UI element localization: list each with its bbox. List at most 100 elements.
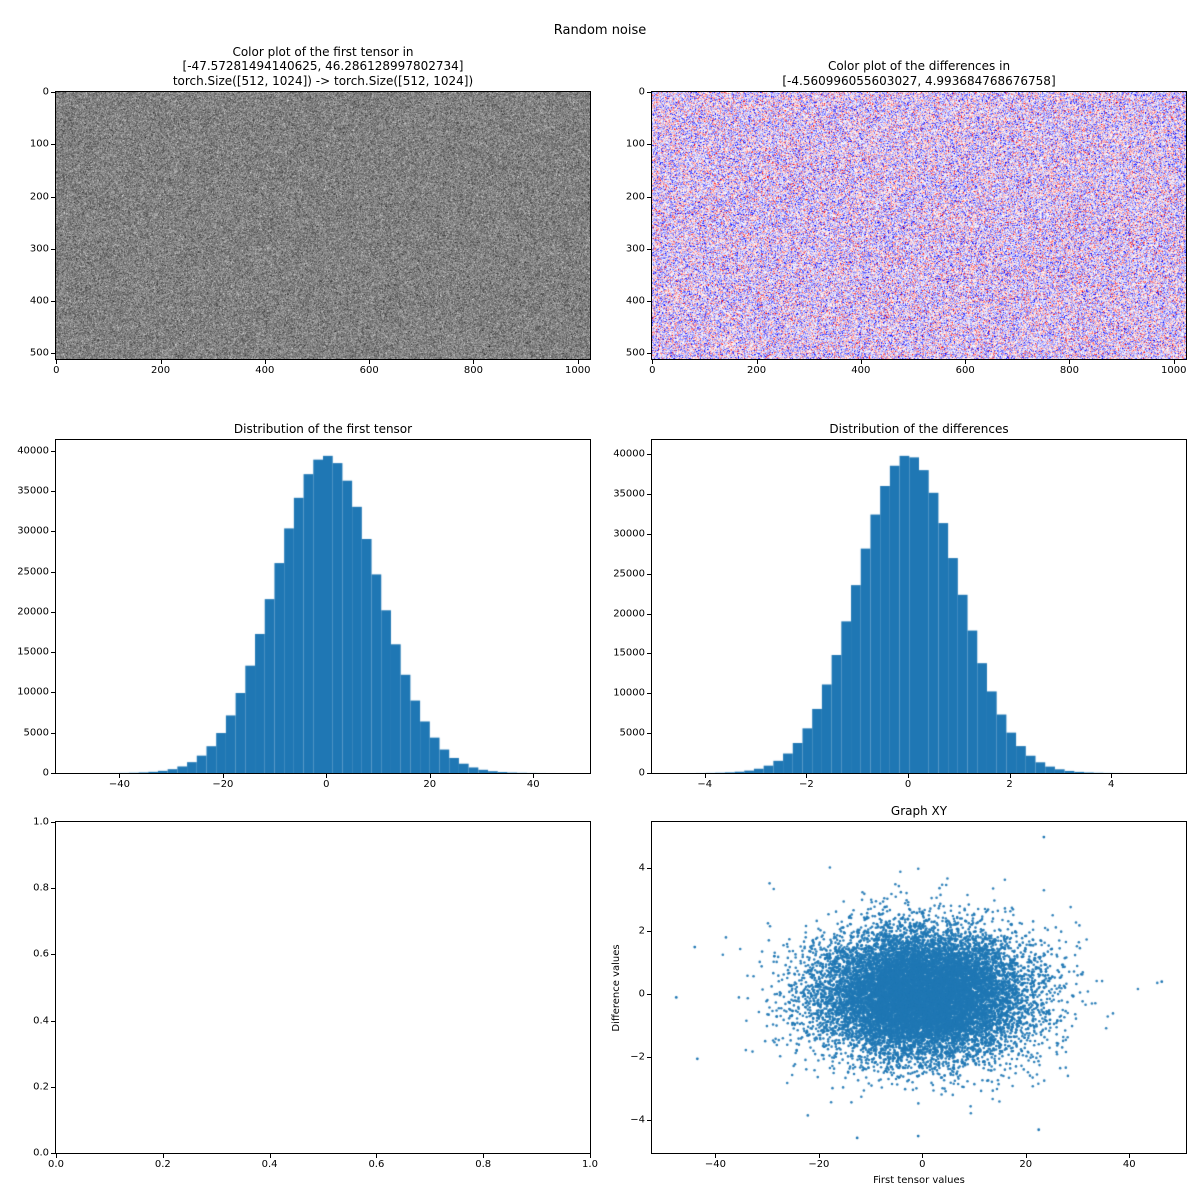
x-tick-label: 1000 [565,365,591,376]
x-tick-mark [756,360,758,364]
x-tick-mark [1111,774,1113,778]
title-line: torch.Size([512, 1024]) -> torch.Size([5… [172,73,474,88]
y-tick-label: 0 [638,988,645,1000]
differences-noise-canvas [652,92,1186,359]
y-tick-mark [647,868,651,870]
axes-title-first-tensor-image: Color plot of the first tensor in [-47.5… [16,45,630,89]
first-tensor-noise-canvas [56,92,590,359]
y-tick-label: 25000 [17,566,49,578]
x-tick-mark [965,360,967,364]
x-tick-label: 800 [1059,365,1079,376]
y-tick-mark [647,613,651,615]
x-tick-mark [473,360,475,364]
title-line: Color plot of the differences in [827,59,1011,73]
x-tick-label: 40 [526,779,540,790]
x-tick-mark [1129,1154,1131,1158]
y-tick-mark [647,454,651,456]
axes-first-tensor-image: Color plot of the first tensor in [-47.5… [30,45,591,376]
axes-differences-image: Color plot of the differences in [-4.560… [626,59,1187,376]
x-tick-mark [1009,774,1011,778]
x-tick-label: 0 [919,1159,926,1170]
x-tick-mark [56,360,58,364]
y-tick-label: 30000 [17,525,49,537]
y-tick-mark [647,196,651,198]
y-tick-label: 20000 [17,606,49,618]
y-tick-mark [51,732,55,734]
y-tick-label: 0.0 [33,1147,49,1159]
x-tick-label: 0 [323,779,330,790]
x-tick-label: −20 [808,1159,830,1170]
y-tick-mark [647,693,651,695]
x-tick-label: 0.4 [261,1159,278,1170]
x-tick-label: 600 [955,365,975,376]
x-tick-mark [269,1154,271,1158]
graph-xy-scatter-canvas [652,822,1186,1153]
x-tick-mark [908,774,909,778]
y-tick-mark [647,300,651,302]
x-tick-mark [1069,360,1071,364]
y-tick-label: 30000 [613,528,645,540]
x-tick-label: 40 [1122,1159,1136,1170]
y-tick-mark [51,1020,55,1022]
y-tick-label: 0 [42,86,49,98]
axes-first-tensor-histogram: Distribution of the first tensor −40 −20 0… [17,422,591,790]
x-tick-mark [429,774,431,778]
y-tick-mark [51,1153,55,1154]
y-tick-label: 0.6 [33,948,49,960]
y-tick-mark [647,994,651,996]
x-tick-label: 0 [649,365,656,376]
x-tick-mark [860,360,862,364]
y-tick-mark [51,491,55,493]
y-tick-label: 5000 [23,727,49,739]
y-tick-mark [647,92,651,94]
x-tick-mark [56,1154,57,1158]
title-line: Color plot of the first tensor in [232,44,414,59]
y-tick-mark [51,822,55,823]
x-tick-mark [483,1154,485,1158]
y-tick-mark [647,773,651,774]
axes-title-first-tensor-histogram: Distribution of the first tensor [233,421,413,436]
x-tick-mark [704,774,706,778]
y-tick-mark [51,773,55,774]
y-tick-mark [647,248,651,250]
y-tick-mark [647,353,651,354]
y-axis-label: Difference values [611,943,622,1032]
x-tick-mark [264,360,266,364]
x-tick-mark [326,774,328,778]
y-tick-label: 0.8 [33,882,49,894]
y-tick-mark [647,653,651,655]
axes-title-differences-image: Color plot of the differences in [-4.560… [612,59,1200,88]
y-tick-mark [647,144,651,146]
x-tick-label: −40 [704,1159,726,1170]
x-tick-label: 200 [151,365,171,376]
x-tick-mark [533,774,535,778]
x-tick-mark [222,774,224,778]
y-tick-mark [647,1057,651,1059]
y-tick-mark [51,353,55,354]
y-tick-label: 0.2 [33,1081,49,1093]
y-tick-label: 500 [29,347,49,359]
y-tick-label: 100 [29,138,49,150]
y-tick-label: 20000 [613,608,645,620]
y-tick-label: 35000 [17,485,49,497]
y-tick-label: 400 [625,295,645,307]
y-tick-label: 10000 [613,687,645,699]
y-tick-mark [647,931,651,933]
y-tick-label: 100 [625,138,645,150]
y-tick-label: 40000 [17,445,49,457]
x-tick-mark [922,1154,924,1158]
y-tick-mark [51,888,55,890]
y-tick-label: 5000 [619,727,645,739]
x-tick-label: 1000 [1161,365,1187,376]
y-tick-mark [51,692,55,694]
y-tick-mark [51,954,55,956]
x-tick-mark [369,360,371,364]
axes-title-differences-histogram: Distribution of the differences [829,421,1009,436]
y-tick-label: 15000 [17,646,49,658]
x-tick-mark [162,1154,164,1158]
y-tick-label: 40000 [613,448,645,460]
y-tick-label: 0 [42,767,49,779]
y-tick-label: 1.0 [33,816,49,828]
y-tick-mark [51,450,55,452]
